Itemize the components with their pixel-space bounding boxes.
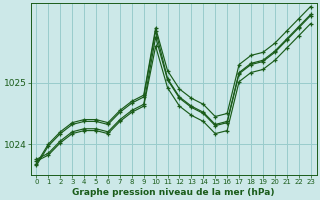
X-axis label: Graphe pression niveau de la mer (hPa): Graphe pression niveau de la mer (hPa) <box>72 188 275 197</box>
